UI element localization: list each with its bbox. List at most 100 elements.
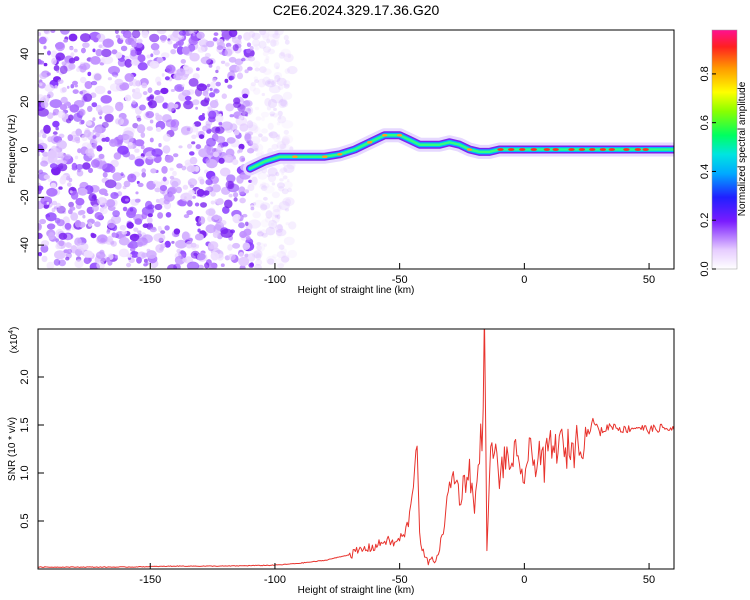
noise-blob <box>219 167 231 177</box>
noise-blob <box>256 231 264 237</box>
noise-blob <box>280 99 289 108</box>
noise-blob <box>283 80 291 87</box>
noise-blob <box>38 108 49 117</box>
noise-blob <box>165 65 173 73</box>
noise-blob <box>196 31 205 39</box>
noise-blob <box>276 135 280 140</box>
noise-blob <box>69 190 73 194</box>
noise-blob <box>114 74 118 78</box>
noise-blob <box>228 30 238 38</box>
noise-blob <box>145 200 153 210</box>
noise-blob <box>184 100 191 106</box>
noise-blob <box>278 186 285 192</box>
noise-blob <box>197 46 206 53</box>
noise-blob <box>255 116 262 121</box>
noise-blob <box>204 52 211 58</box>
noise-blob <box>140 145 145 150</box>
noise-blob <box>83 93 93 102</box>
noise-blob <box>265 56 270 61</box>
colorbar-tick-label: 0.8 <box>699 66 711 81</box>
noise-blob <box>174 255 185 265</box>
noise-blob <box>260 229 268 237</box>
noise-blob <box>270 113 274 117</box>
noise-blob <box>65 242 72 248</box>
noise-blob <box>267 30 279 38</box>
noise-blob <box>205 224 216 234</box>
noise-blob <box>237 34 242 40</box>
noise-blob <box>92 204 99 212</box>
noise-blob <box>170 89 175 92</box>
noise-blob <box>45 212 57 222</box>
noise-blob <box>277 263 285 269</box>
noise-blob <box>154 203 163 211</box>
noise-blob <box>187 143 192 149</box>
noise-blob <box>38 94 44 101</box>
noise-blob <box>283 236 295 246</box>
y-tick-label: 40 <box>19 48 31 60</box>
snr-x-axis: -150 -100 -50 0 50 <box>139 563 655 586</box>
noise-blob <box>57 79 64 84</box>
noise-blob <box>252 143 264 153</box>
noise-blob <box>278 116 282 120</box>
colorbar-ticks: 0.0 0.2 0.4 0.6 0.8 <box>699 66 716 277</box>
noise-blob <box>64 222 72 230</box>
signal-peak <box>397 133 403 137</box>
noise-blob <box>259 184 267 190</box>
noise-blob <box>128 81 134 87</box>
signal-peak <box>634 148 641 151</box>
noise-blob <box>268 84 281 94</box>
noise-blob <box>135 191 139 195</box>
noise-blob <box>96 260 105 269</box>
noise-blob <box>181 231 190 241</box>
noise-blob <box>38 169 44 175</box>
noise-blob <box>247 56 256 62</box>
noise-blob <box>164 240 171 248</box>
y-tick-label: -20 <box>19 189 31 205</box>
noise-blob <box>236 214 241 220</box>
noise-blob <box>130 59 140 66</box>
noise-blob <box>130 49 137 57</box>
noise-blob <box>169 177 181 187</box>
noise-blob <box>209 100 219 109</box>
noise-blob <box>46 261 55 269</box>
noise-blob <box>263 185 275 194</box>
noise-blob <box>186 165 197 173</box>
noise-blob <box>129 207 134 212</box>
noise-blob <box>56 219 65 227</box>
noise-blob <box>270 94 284 104</box>
noise-blob <box>38 252 42 257</box>
noise-blob <box>189 184 195 188</box>
noise-blob <box>141 212 148 220</box>
noise-blob <box>107 235 113 243</box>
noise-blob <box>166 102 176 112</box>
noise-blob <box>278 99 287 109</box>
noise-blob <box>98 153 105 159</box>
noise-blob <box>141 168 146 173</box>
noise-blob <box>143 258 148 263</box>
noise-blob <box>92 117 96 122</box>
noise-blob <box>277 234 281 238</box>
noise-blob <box>146 126 153 131</box>
noise-blob <box>50 30 56 33</box>
noise-blob <box>70 52 75 57</box>
noise-blob <box>254 79 260 83</box>
noise-blob <box>43 45 47 50</box>
noise-blob <box>245 221 249 226</box>
noise-blob <box>68 33 78 42</box>
noise-blob <box>101 55 114 65</box>
noise-blob <box>68 201 74 208</box>
noise-blob <box>287 179 290 183</box>
noise-blob <box>43 30 51 35</box>
noise-blob <box>124 58 133 68</box>
noise-blob <box>176 248 181 254</box>
noise-blob <box>184 196 187 200</box>
snr-multiplier-suffix: ) <box>9 327 20 330</box>
noise-blob <box>265 79 277 88</box>
noise-blob <box>212 37 218 42</box>
noise-blob <box>137 230 142 234</box>
noise-blob <box>246 120 254 129</box>
noise-blob <box>126 262 132 268</box>
spectrogram-x-axis: -150 -100 -50 0 50 <box>139 263 655 286</box>
noise-blob <box>279 167 288 173</box>
noise-blob <box>38 152 41 157</box>
